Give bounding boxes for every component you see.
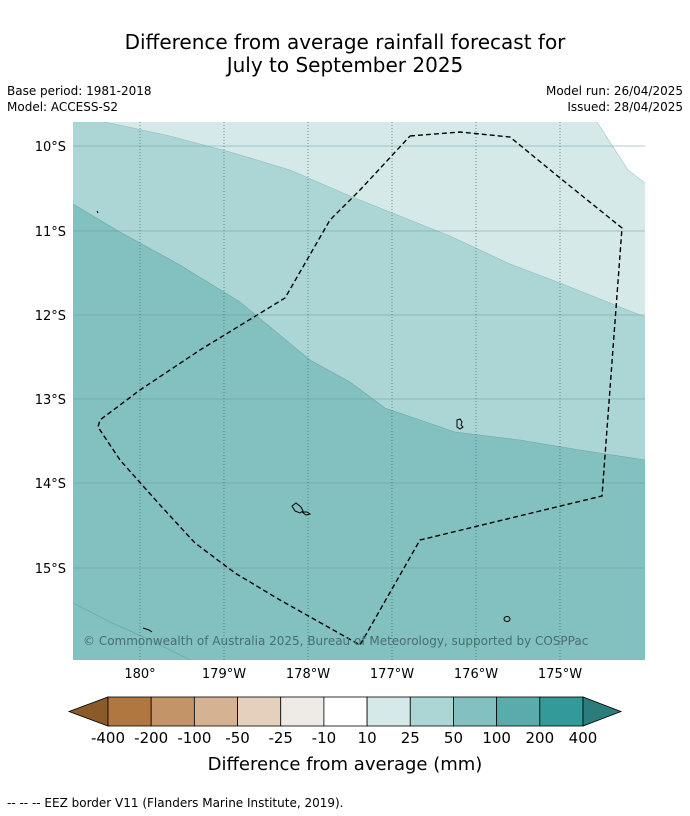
colorbar-tick-label: 400 (569, 729, 598, 747)
lon-label: 177°W (370, 667, 414, 682)
title-line-2: July to September 2025 (226, 53, 464, 77)
colorbar-labels: -400 -200 -100 -50 -25 -10 10 25 50 100 200 400 (91, 729, 597, 747)
colorbar-tick-label: -25 (268, 729, 293, 747)
contour-edge-4 (596, 121, 646, 184)
lon-label: 180° (124, 667, 155, 682)
island-wallis-islet (300, 511, 312, 516)
model-run: Model run: 26/04/2025 (545, 84, 683, 98)
lat-label: 14°S (35, 477, 66, 492)
colorbar-swatch (409, 696, 454, 727)
island-small-west (142, 627, 153, 633)
contour-edge-2 (72, 203, 646, 461)
island-small-east (503, 616, 511, 622)
title-line-1: Difference from average rainfall forecas… (124, 30, 566, 54)
colorbar-tick-label: 10 (358, 729, 377, 747)
map-panel: © Commonwealth of Australia 2025, Bureau… (72, 121, 646, 661)
colorbar-swatch (150, 696, 195, 727)
island-niuafoou (456, 418, 464, 430)
island-wallis (291, 502, 304, 514)
contour-edge-3 (72, 602, 191, 661)
lon-label: 176°W (454, 667, 498, 682)
latitude-labels: 10°S 11°S 12°S 13°S 14°S 15°S (35, 140, 66, 577)
lat-label: 11°S (35, 225, 66, 240)
lon-label: 179°W (202, 667, 246, 682)
latitude-gridlines (73, 145, 645, 569)
colorbar-swatch (453, 696, 498, 727)
island-tick (96, 210, 99, 214)
colorbar-tick-label: -400 (91, 729, 125, 747)
colorbar-swatch (323, 696, 368, 727)
lat-label: 13°S (35, 393, 66, 408)
colorbar-tick-label: 50 (444, 729, 463, 747)
colorbar-swatch (107, 696, 152, 727)
colorbar-swatch (496, 696, 541, 727)
colorbar-swatch (237, 696, 282, 727)
chart-title: Difference from average rainfall forecas… (0, 31, 690, 77)
lon-label: 175°W (538, 667, 582, 682)
copyright-text: © Commonwealth of Australia 2025, Bureau… (83, 634, 588, 648)
colorbar (67, 696, 623, 727)
lat-label: 12°S (35, 309, 66, 324)
colorbar-swatch (193, 696, 238, 727)
colorbar-tick-label: 100 (482, 729, 511, 747)
meta-right: Model run: 26/04/2025 Issued: 28/04/2025 (546, 83, 683, 115)
model-name: Model: ACCESS-S2 (7, 100, 119, 114)
white-corner (597, 122, 645, 183)
colorbar-swatch (539, 696, 584, 727)
contour-edge-1 (104, 121, 646, 318)
colorbar-tick-label: 200 (525, 729, 554, 747)
colorbar-tick-label: -100 (177, 729, 211, 747)
longitude-labels: 180° 179°W 178°W 177°W 176°W 175°W (124, 667, 582, 682)
colorbar-swatch (280, 696, 325, 727)
colorbar-title: Difference from average (mm) (208, 754, 483, 775)
band-50-100 (73, 204, 645, 660)
colorbar-tick-label: 25 (401, 729, 420, 747)
footer-note: -- -- -- EEZ border V11 (Flanders Marine… (7, 796, 344, 810)
issued-date: Issued: 28/04/2025 (567, 100, 683, 114)
meta-left: Base period: 1981-2018 Model: ACCESS-S2 (7, 83, 152, 115)
colorbar-tick-label: -10 (312, 729, 337, 747)
colorbar-tick-label: -200 (134, 729, 168, 747)
colorbar-extend-high (582, 696, 623, 727)
base-period: Base period: 1981-2018 (7, 84, 152, 98)
lat-label: 10°S (35, 140, 66, 155)
lon-label: 178°W (286, 667, 330, 682)
colorbar-extend-low (67, 696, 109, 727)
eez-border (97, 131, 623, 646)
colorbar-tick-label: -50 (225, 729, 250, 747)
lat-label: 15°S (35, 562, 66, 577)
colorbar-swatch (366, 696, 411, 727)
